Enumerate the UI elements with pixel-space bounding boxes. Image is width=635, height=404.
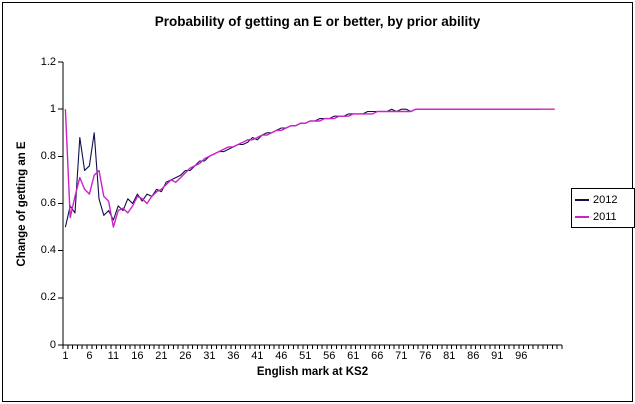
- y-tick-label: 0.2: [40, 291, 56, 304]
- x-tick-label: 36: [227, 350, 240, 362]
- legend-label-2011: 2011: [593, 210, 617, 223]
- y-tick-label: 0.8: [40, 149, 56, 162]
- x-tick-label: 81: [443, 350, 456, 362]
- legend: 2012 2011: [571, 188, 635, 228]
- x-tick-label: 21: [155, 350, 168, 362]
- x-tick-label: 1: [62, 350, 69, 362]
- x-tick-label: 26: [179, 350, 192, 362]
- y-tick-label: 0: [49, 338, 56, 351]
- x-tick-label: 11: [107, 350, 120, 362]
- chart-title: Probability of getting an E or better, b…: [154, 14, 481, 29]
- x-tick-label: 66: [371, 350, 384, 362]
- x-tick-label: 46: [275, 350, 288, 362]
- x-tick-label: 41: [251, 350, 264, 362]
- y-tick-label: 1.2: [40, 55, 56, 68]
- legend-line-sample-2011: [575, 215, 589, 218]
- series-line-2011: [64, 108, 555, 228]
- legend-label-2012: 2012: [593, 193, 618, 206]
- legend-line-sample-2012: [575, 198, 589, 201]
- x-tick-label: 91: [491, 350, 504, 362]
- x-tick-label: 51: [299, 350, 312, 362]
- series-line-2012: [64, 108, 541, 228]
- y-tick-label: 1: [49, 102, 56, 115]
- x-tick-label: 16: [131, 350, 144, 362]
- x-tick-label: 61: [347, 350, 360, 362]
- x-tick-label: 76: [419, 350, 432, 362]
- y-axis-title: Change of getting an E: [16, 141, 28, 267]
- x-tick-label: 6: [86, 350, 93, 362]
- x-tick-label: 86: [467, 350, 480, 362]
- x-tick-label: 31: [203, 350, 216, 362]
- y-tick-label: 0.6: [40, 197, 56, 209]
- y-tick-label: 0.4: [40, 244, 56, 257]
- legend-entry-2012: 2012: [575, 191, 631, 208]
- x-tick-label: 56: [323, 350, 336, 362]
- x-tick-label: 71: [395, 350, 408, 362]
- x-tick-label: 96: [515, 350, 528, 362]
- legend-entry-2011: 2011: [575, 208, 631, 225]
- x-axis-title: English mark at KS2: [256, 366, 369, 378]
